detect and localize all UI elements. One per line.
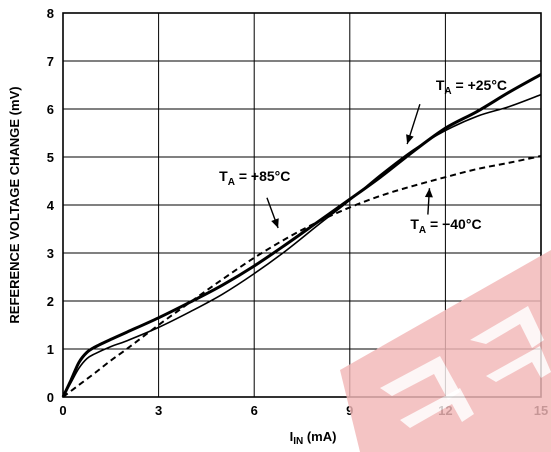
y-axis-label: REFERENCE VOLTAGE CHANGE (mV) (7, 86, 22, 323)
plot-frame (62, 12, 542, 398)
series-line-0 (61, 73, 542, 398)
arrowhead-1 (271, 218, 279, 229)
x-axis-label: IIN (mA) (290, 429, 337, 447)
series-label-0: TA = +25°C (436, 77, 507, 97)
y-tick-label: 2 (47, 294, 54, 309)
y-tick-label: 3 (47, 246, 54, 261)
series-label-1: TA = +85°C (219, 168, 290, 188)
y-tick-label: 6 (47, 102, 54, 117)
watermark-logo (340, 250, 551, 452)
y-tick-label: 1 (47, 342, 54, 357)
x-tick-label: 6 (251, 403, 258, 418)
arrowhead-2 (424, 188, 433, 198)
x-tick-label: 9 (346, 403, 353, 418)
y-tick-label: 5 (47, 150, 54, 165)
arrowhead-0 (406, 134, 414, 145)
series-label-2: TA = −40°C (410, 216, 481, 236)
x-tick-label: 3 (155, 403, 162, 418)
series-line-1 (62, 93, 542, 398)
y-tick-label: 4 (47, 198, 55, 213)
y-tick-label: 0 (47, 390, 54, 405)
y-tick-labels: 0 1 2 3 4 5 6 7 8 (47, 6, 55, 405)
y-tick-label: 7 (47, 54, 54, 69)
plot-border (62, 12, 542, 398)
annotation-layer: TA = +25°C TA = +85°C TA = −40°C (219, 77, 507, 236)
x-tick-label: 0 (59, 403, 66, 418)
series-layer (61, 73, 542, 398)
series-line-2 (62, 155, 542, 398)
y-tick-label: 8 (47, 6, 54, 21)
